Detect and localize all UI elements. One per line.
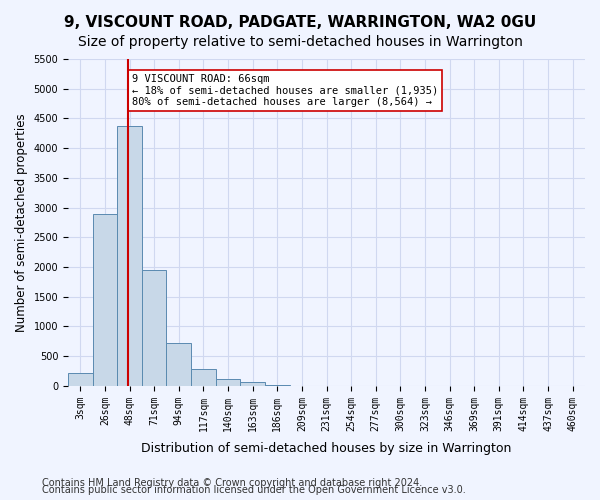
- Bar: [166, 342, 191, 386]
- Y-axis label: Number of semi-detached properties: Number of semi-detached properties: [15, 113, 28, 332]
- Bar: [142, 270, 166, 386]
- Text: Size of property relative to semi-detached houses in Warrington: Size of property relative to semi-detach…: [77, 35, 523, 49]
- Bar: [191, 370, 216, 386]
- Bar: [216, 380, 241, 386]
- Text: Contains public sector information licensed under the Open Government Licence v3: Contains public sector information licen…: [42, 485, 466, 495]
- Bar: [68, 373, 92, 386]
- X-axis label: Distribution of semi-detached houses by size in Warrington: Distribution of semi-detached houses by …: [142, 442, 512, 455]
- Text: 9, VISCOUNT ROAD, PADGATE, WARRINGTON, WA2 0GU: 9, VISCOUNT ROAD, PADGATE, WARRINGTON, W…: [64, 15, 536, 30]
- Bar: [92, 214, 117, 386]
- Bar: [265, 384, 290, 386]
- Text: Contains HM Land Registry data © Crown copyright and database right 2024.: Contains HM Land Registry data © Crown c…: [42, 478, 422, 488]
- Bar: [241, 382, 265, 386]
- Text: 9 VISCOUNT ROAD: 66sqm
← 18% of semi-detached houses are smaller (1,935)
80% of : 9 VISCOUNT ROAD: 66sqm ← 18% of semi-det…: [132, 74, 438, 107]
- Bar: [117, 126, 142, 386]
